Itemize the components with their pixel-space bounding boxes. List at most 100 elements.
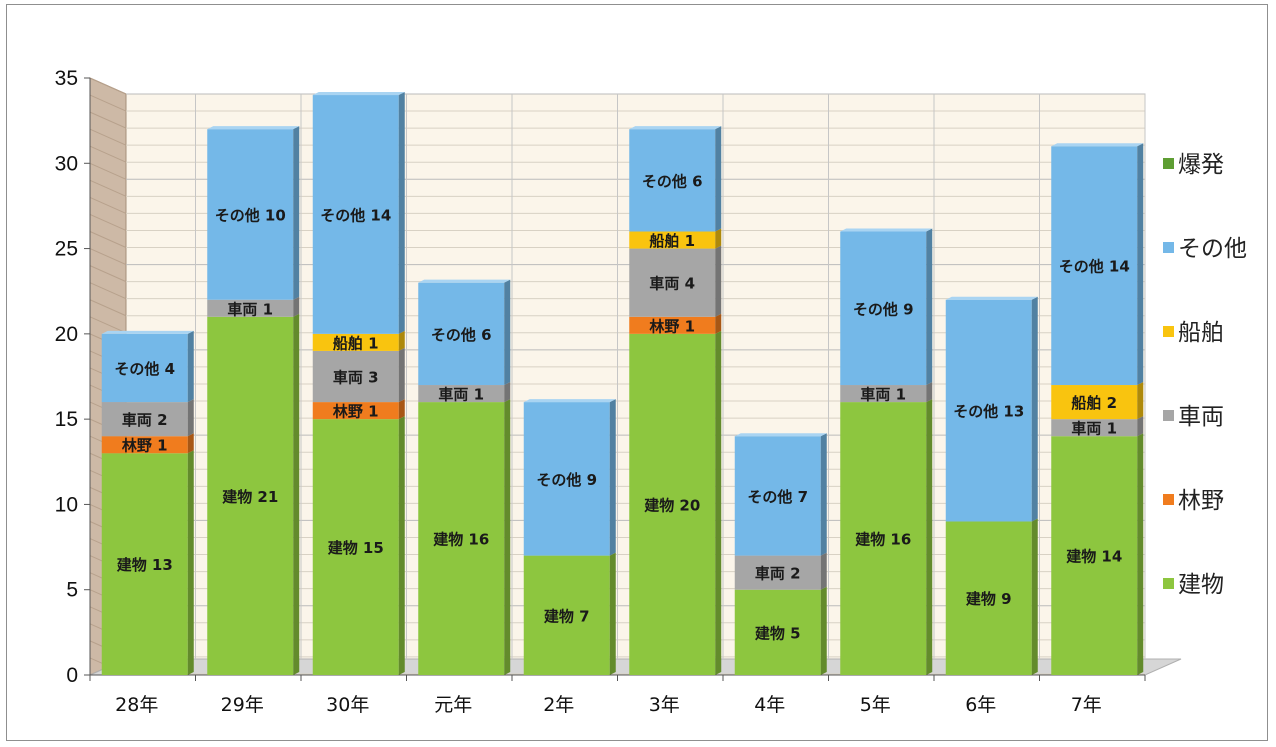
gridline-side <box>89 77 127 95</box>
bar-segment-side <box>1137 382 1144 420</box>
x-tick-label: 29年 <box>221 694 264 716</box>
bar-segment <box>207 299 294 317</box>
data-label: その他 6 <box>642 172 703 190</box>
bar-segment <box>312 333 399 351</box>
bar-segment <box>734 589 821 675</box>
x-tick-label: 元年 <box>434 694 472 716</box>
data-label: 車両 1 <box>438 386 484 404</box>
data-label: 建物 14 <box>1066 548 1122 566</box>
bar-segment-side <box>715 245 722 317</box>
bar-segment <box>945 521 1032 675</box>
bar-top <box>312 92 405 96</box>
data-label: 林野 1 <box>333 403 379 421</box>
y-tick-label: 10 <box>55 493 78 516</box>
gridline-side <box>89 231 127 248</box>
legend-swatch <box>1163 158 1174 169</box>
bar-segment <box>101 436 188 454</box>
bar-segment-side <box>926 382 933 403</box>
y-tick-label: 30 <box>55 152 78 175</box>
bar-segment <box>840 231 927 386</box>
bar-segment <box>734 436 821 556</box>
bar-segment-side <box>1031 518 1038 675</box>
bar-stack: 建物 9 その他 13 <box>945 296 1038 675</box>
x-tick-label: 7年 <box>1071 694 1102 716</box>
x-tick-label: 6年 <box>965 694 996 716</box>
bar-segment <box>629 333 716 675</box>
x-tick-label: 3年 <box>649 694 680 716</box>
bar-top <box>1051 143 1144 147</box>
data-label: 車両 1 <box>227 300 273 318</box>
bar-segment <box>312 95 399 334</box>
bar-segment <box>418 402 505 675</box>
bar-segment-side <box>398 416 405 675</box>
bar-segment-side <box>1031 296 1038 522</box>
bar-stack: 建物 14 車両 1 船舶 2 その他 14 <box>1051 143 1144 675</box>
bar-segment-side <box>187 433 194 454</box>
bar-stack: 建物 13 林野 1 車両 2 その他 4 <box>101 330 194 675</box>
gridline-side <box>89 111 127 129</box>
data-label: 車両 3 <box>333 369 379 387</box>
bar-stack: 建物 21 車両 1 その他 10 <box>207 126 300 675</box>
data-label: 車両 2 <box>755 565 801 583</box>
legend-label: 車両 <box>1178 404 1224 430</box>
bar-segment-side <box>504 399 511 675</box>
bar-segment-side <box>293 313 300 675</box>
data-label: 建物 20 <box>644 496 700 514</box>
bar-stack: 建物 7 その他 9 <box>523 399 616 675</box>
data-label: その他 9 <box>536 471 597 489</box>
gridline-side <box>89 248 127 266</box>
data-label: 車両 4 <box>649 275 695 293</box>
bar-segment-side <box>1137 416 1144 437</box>
gridline-side <box>89 214 127 231</box>
x-tick-label: 5年 <box>860 694 891 716</box>
gridline-side <box>89 265 127 283</box>
bar-segment <box>101 333 188 403</box>
gridline-side <box>89 282 127 300</box>
y-tick-label: 15 <box>55 408 78 431</box>
data-label: その他 6 <box>431 326 492 344</box>
bar-top <box>840 228 933 232</box>
bar-top <box>207 126 300 130</box>
data-label: 建物 13 <box>117 556 173 574</box>
bar-segment-side <box>715 126 722 232</box>
bar-segment <box>1051 385 1138 420</box>
gridline-side <box>89 128 127 146</box>
bar-segment-side <box>715 330 722 675</box>
data-label: その他 13 <box>953 403 1024 421</box>
data-label: 建物 15 <box>328 539 384 557</box>
bar-segment <box>523 402 610 556</box>
bar-segment-side <box>293 126 300 300</box>
bar-segment-side <box>504 279 511 386</box>
gridline-side <box>89 94 127 112</box>
legend-swatch <box>1163 578 1174 589</box>
bar-segment <box>101 402 188 437</box>
data-label: 建物 16 <box>433 531 489 549</box>
gridline-side <box>89 196 127 214</box>
bar-segment-side <box>609 552 616 675</box>
data-label: 車両 1 <box>1071 420 1117 438</box>
data-label: その他 9 <box>853 300 914 318</box>
data-label: 建物 5 <box>755 624 801 642</box>
bar-top <box>101 330 194 334</box>
bar-segment <box>1051 419 1138 437</box>
bar-top <box>523 399 616 403</box>
bar-segment-side <box>187 450 194 675</box>
x-tick-label: 2年 <box>543 694 574 716</box>
legend-label: 船舶 <box>1178 320 1224 346</box>
bar-segment <box>840 385 927 403</box>
bar-segment-side <box>398 399 405 420</box>
legend-label: 建物 <box>1178 572 1224 598</box>
bar-segment-side <box>1137 433 1144 675</box>
bar-segment <box>629 316 716 334</box>
data-label: 建物 9 <box>966 590 1012 608</box>
bar-segment-side <box>187 399 194 437</box>
bar-segment-side <box>293 296 300 317</box>
bar-segment-side <box>398 347 405 403</box>
data-label: 林野 1 <box>649 317 695 335</box>
data-label: その他 14 <box>320 206 391 224</box>
legend-label: 林野 <box>1178 488 1224 514</box>
bar-segment-side <box>1137 143 1144 386</box>
bar-stack: 建物 15 林野 1 車両 3 船舶 1 その他 14 <box>312 92 405 675</box>
